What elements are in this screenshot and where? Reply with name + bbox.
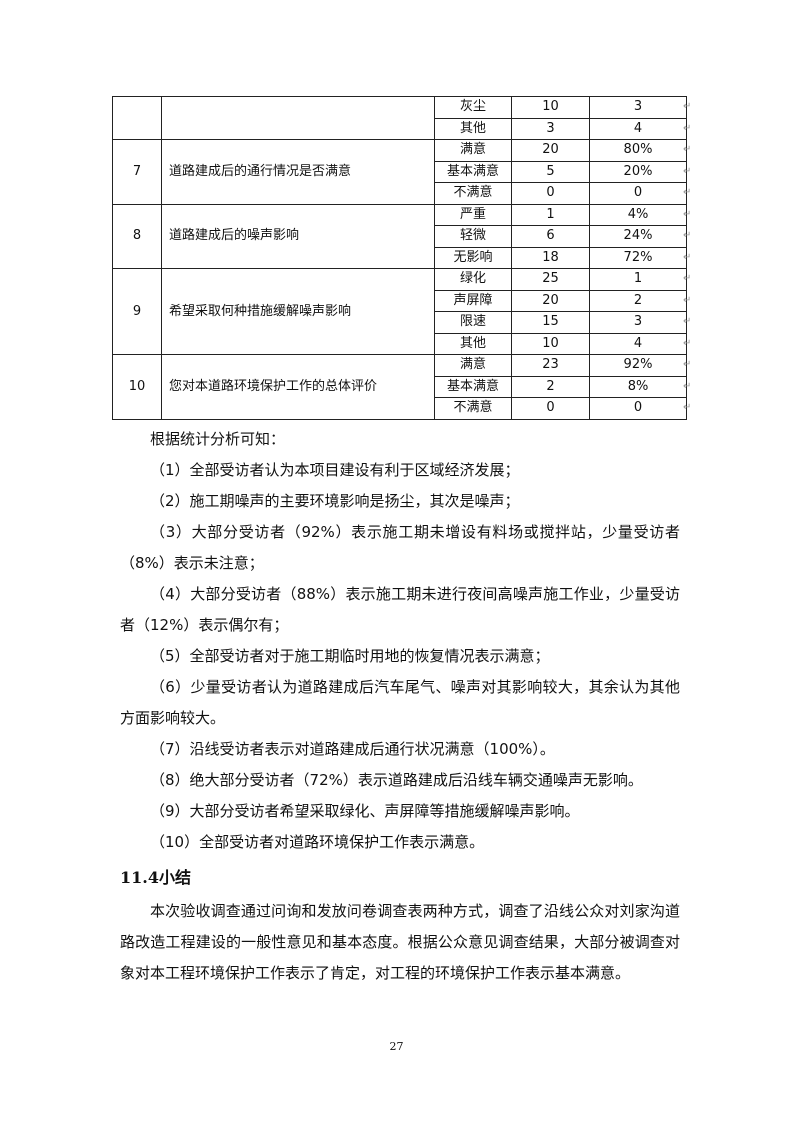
count-cell: 0 [511,182,590,205]
paragraph-marks: ↵ ↵ ↵ ↵ ↵ ↵ ↵ ↵ ↵ ↵ ↵ ↵ ↵ ↵ ↵ [683,101,692,413]
table-row: 灰尘 10 3 [112,96,687,140]
table-row: 8 道路建成后的噪声影响 严重 1 4% [112,203,687,269]
table-row: 基本满意 2 8% [113,375,687,398]
percent-cell: 24% [589,225,687,248]
question-text [161,96,435,140]
count-cell: 6 [511,225,590,248]
percent-cell: 2 [589,289,687,312]
table-row: 7 道路建成后的通行情况是否满意 满意 20 80% [112,139,687,205]
option-cell: 灰尘 [434,96,512,119]
count-cell: 10 [511,96,590,119]
count-cell: 23 [511,354,590,377]
percent-cell: 0 [589,397,687,420]
question-text: 道路建成后的通行情况是否满意 [161,139,435,205]
option-cell: 其他 [434,332,512,355]
option-cell: 基本满意 [434,375,512,398]
analysis-item: （1）全部受访者认为本项目建设有利于区域经济发展； [150,461,520,479]
table-row: 声屏障 20 2 [113,289,687,312]
percent-cell: 0 [589,182,687,205]
option-cell: 绿化 [434,268,512,291]
analysis-item: （10）全部受访者对道路环境保护工作表示满意。 [150,833,485,851]
count-cell: 5 [511,160,590,183]
analysis-item: （4）大部分受访者（88%）表示施工期未进行夜间高噪声施工作业，少量受访者（12… [120,585,680,634]
count-cell: 15 [511,311,590,334]
percent-cell: 92% [589,354,687,377]
analysis-item: （6）少量受访者认为道路建成后汽车尾气、噪声对其影响较大，其余认为其他方面影响较… [120,678,680,727]
analysis-item: （5）全部受访者对于施工期临时用地的恢复情况表示满意； [150,647,550,665]
analysis-item: （8）绝大部分受访者（72%）表示道路建成后沿线车辆交通噪声无影响。 [150,771,643,789]
count-cell: 25 [511,268,590,291]
count-cell: 0 [511,397,590,420]
analysis-item: （2）施工期噪声的主要环境影响是扬尘，其次是噪声； [150,492,520,510]
option-cell: 不满意 [434,182,512,205]
percent-cell: 3 [589,311,687,334]
option-cell: 限速 [434,311,512,334]
analysis-item: （7）沿线受访者表示对道路建成后通行状况满意（100%）。 [150,740,555,758]
table-row: 无影响 18 72% [113,246,687,269]
table-row: 9 希望采取何种措施缓解噪声影响 绿化 25 1 [112,268,687,355]
option-cell: 无影响 [434,246,512,269]
percent-cell: 1 [589,268,687,291]
percent-cell: 3 [589,96,687,119]
survey-table: 灰尘 10 3 其他 3 4 7 道路建成后的通行情况是否满意 满意 20 80% 基本满意 5 20% 不… [112,96,687,420]
question-text: 希望采取何种措施缓解噪声影响 [161,268,435,355]
count-cell: 2 [511,375,590,398]
table-row: 不满意 0 0 [113,182,687,205]
question-number: 8 [112,203,162,269]
count-cell: 20 [511,139,590,162]
table-row: 基本满意 5 20% [113,160,687,183]
count-cell: 10 [511,332,590,355]
option-cell: 严重 [434,203,512,226]
option-cell: 其他 [434,117,512,140]
section-heading: 11.4小结 [120,868,191,887]
summary-paragraph: 本次验收调查通过问询和发放问卷调查表两种方式，调查了沿线公众对刘家沟道路改造工程… [120,902,680,982]
percent-cell: 72% [589,246,687,269]
percent-cell: 80% [589,139,687,162]
question-number: 9 [112,268,162,355]
count-cell: 3 [511,117,590,140]
option-cell: 基本满意 [434,160,512,183]
page-number: 27 [389,1040,404,1053]
table-row: 不满意 0 0 [113,397,687,420]
table-row: 限速 15 3 [113,311,687,334]
question-text: 您对本道路环境保护工作的总体评价 [161,354,435,420]
question-number: 10 [112,354,162,420]
question-number: 7 [112,139,162,205]
percent-cell: 4% [589,203,687,226]
count-cell: 1 [511,203,590,226]
count-cell: 20 [511,289,590,312]
percent-cell: 20% [589,160,687,183]
question-number [112,96,162,140]
table-row: 其他 10 4 [113,332,687,355]
analysis-item: （9）大部分受访者希望采取绿化、声屏障等措施缓解噪声影响。 [150,802,580,820]
question-text: 道路建成后的噪声影响 [161,203,435,269]
percent-cell: 4 [589,332,687,355]
analysis-intro: 根据统计分析可知： [150,430,286,448]
option-cell: 不满意 [434,397,512,420]
option-cell: 满意 [434,354,512,377]
option-cell: 轻微 [434,225,512,248]
option-cell: 声屏障 [434,289,512,312]
document-body: 根据统计分析可知： （1）全部受访者认为本项目建设有利于区域经济发展； （2）施工… [120,424,680,989]
table-row: 10 您对本道路环境保护工作的总体评价 满意 23 92% [112,354,687,420]
percent-cell: 8% [589,375,687,398]
percent-cell: 4 [589,117,687,140]
option-cell: 满意 [434,139,512,162]
analysis-item: （3）大部分受访者（92%）表示施工期未增设有料场或搅拌站，少量受访者（8%）表… [120,523,680,572]
count-cell: 18 [511,246,590,269]
